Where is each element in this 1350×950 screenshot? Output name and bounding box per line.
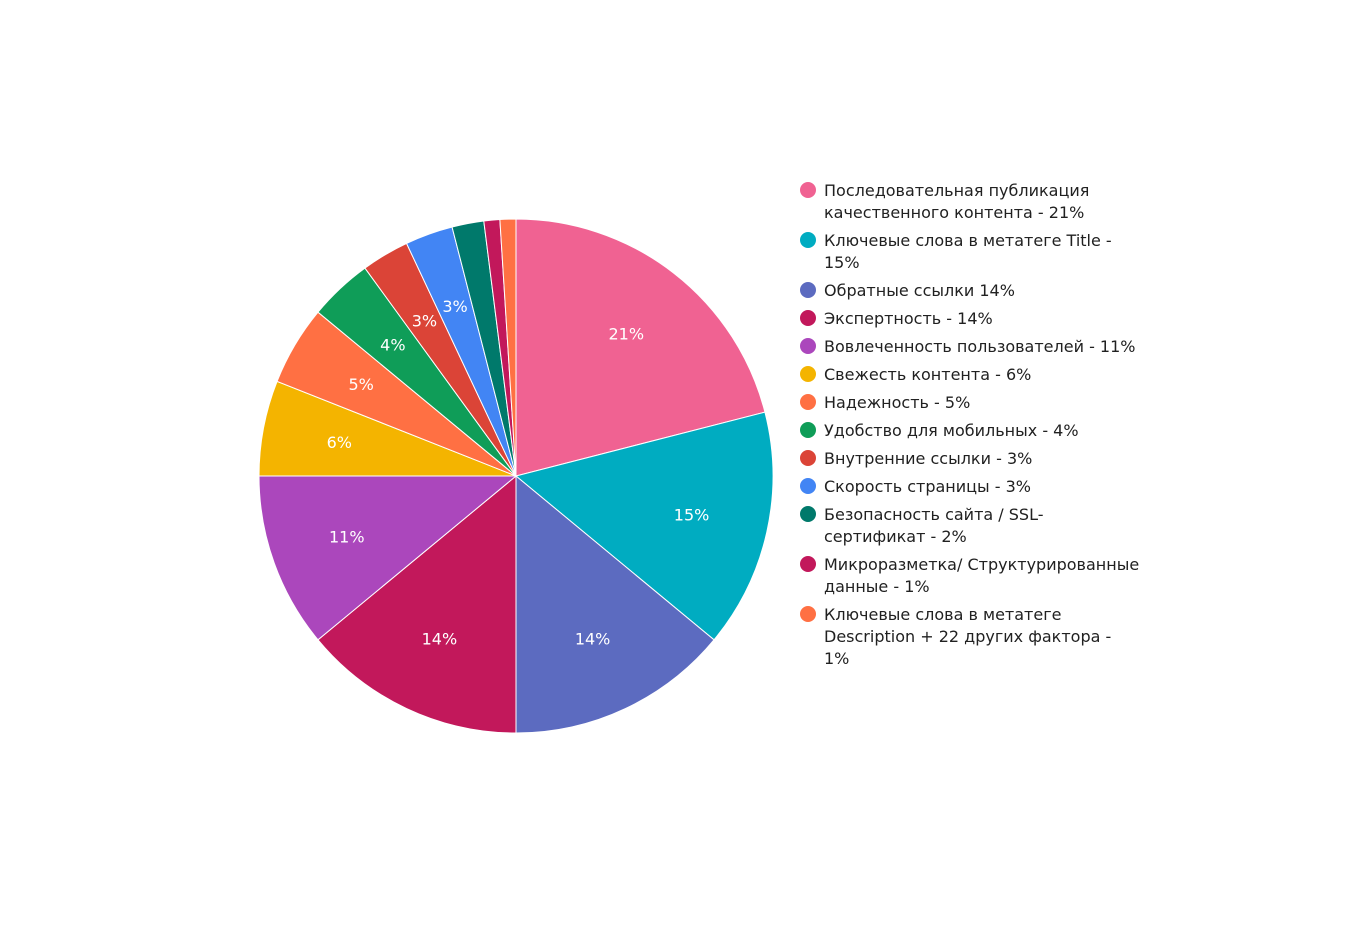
pie-slice[interactable] [515, 218, 766, 477]
legend-swatch-icon [800, 478, 816, 494]
legend-label: Микроразметка/ Структурированные данные … [824, 555, 1140, 596]
legend-swatch-icon [800, 338, 816, 354]
legend: Последовательная публикация качественног… [800, 180, 1140, 676]
legend-swatch-icon [800, 394, 816, 410]
legend-swatch-icon [800, 450, 816, 466]
legend-item[interactable]: Скорость страницы - 3% [800, 476, 1140, 498]
legend-swatch-icon [800, 506, 816, 522]
legend-swatch-icon [800, 556, 816, 572]
legend-item[interactable]: Обратные ссылки 14% [800, 280, 1140, 302]
legend-label: Внутренние ссылки - 3% [824, 449, 1033, 468]
legend-swatch-icon [800, 310, 816, 326]
legend-item[interactable]: Безопасность сайта / SSL-сертификат - 2% [800, 504, 1140, 548]
slice-data-label: 21% [608, 324, 644, 343]
legend-label: Ключевые слова в метатеге Description + … [824, 605, 1112, 668]
legend-item[interactable]: Удобство для мобильных - 4% [800, 420, 1140, 442]
legend-item[interactable]: Ключевые слова в метатеге Title - 15% [800, 230, 1140, 274]
legend-swatch-icon [800, 606, 816, 622]
legend-item[interactable]: Внутренние ссылки - 3% [800, 448, 1140, 470]
pie-slice[interactable] [514, 411, 774, 641]
pie-slice[interactable] [258, 475, 518, 641]
legend-item[interactable]: Надежность - 5% [800, 392, 1140, 414]
legend-swatch-icon [800, 232, 816, 248]
pie-slice[interactable] [515, 474, 715, 734]
slice-data-label: 15% [674, 506, 710, 525]
slice-data-label: 6% [327, 433, 352, 452]
legend-label: Удобство для мобильных - 4% [824, 421, 1079, 440]
slice-data-label: 5% [348, 375, 373, 394]
slice-data-label: 4% [380, 335, 405, 354]
slice-data-label: 3% [412, 312, 437, 331]
legend-item[interactable]: Экспертность - 14% [800, 308, 1140, 330]
legend-swatch-icon [800, 422, 816, 438]
legend-label: Вовлеченность пользователей - 11% [824, 337, 1136, 356]
legend-label: Безопасность сайта / SSL-сертификат - 2% [824, 505, 1044, 546]
slice-data-label: 14% [575, 629, 611, 648]
legend-swatch-icon [800, 366, 816, 382]
legend-item[interactable]: Вовлеченность пользователей - 11% [800, 336, 1140, 358]
legend-item[interactable]: Последовательная публикация качественног… [800, 180, 1140, 224]
legend-label: Надежность - 5% [824, 393, 971, 412]
legend-label: Свежесть контента - 6% [824, 365, 1032, 384]
pie-slice[interactable] [499, 218, 517, 477]
legend-label: Скорость страницы - 3% [824, 477, 1031, 496]
legend-item[interactable]: Свежесть контента - 6% [800, 364, 1140, 386]
legend-label: Обратные ссылки 14% [824, 281, 1015, 300]
legend-label: Ключевые слова в метатеге Title - 15% [824, 231, 1112, 272]
pie-slice[interactable] [317, 474, 517, 734]
legend-swatch-icon [800, 182, 816, 198]
legend-item[interactable]: Ключевые слова в метатеге Description + … [800, 604, 1140, 670]
slice-data-label: 11% [329, 527, 365, 546]
legend-label: Экспертность - 14% [824, 309, 993, 328]
slice-data-label: 3% [442, 297, 467, 316]
legend-label: Последовательная публикация качественног… [824, 181, 1090, 222]
legend-item[interactable]: Микроразметка/ Структурированные данные … [800, 554, 1140, 598]
slice-data-label: 14% [422, 629, 458, 648]
legend-swatch-icon [800, 282, 816, 298]
